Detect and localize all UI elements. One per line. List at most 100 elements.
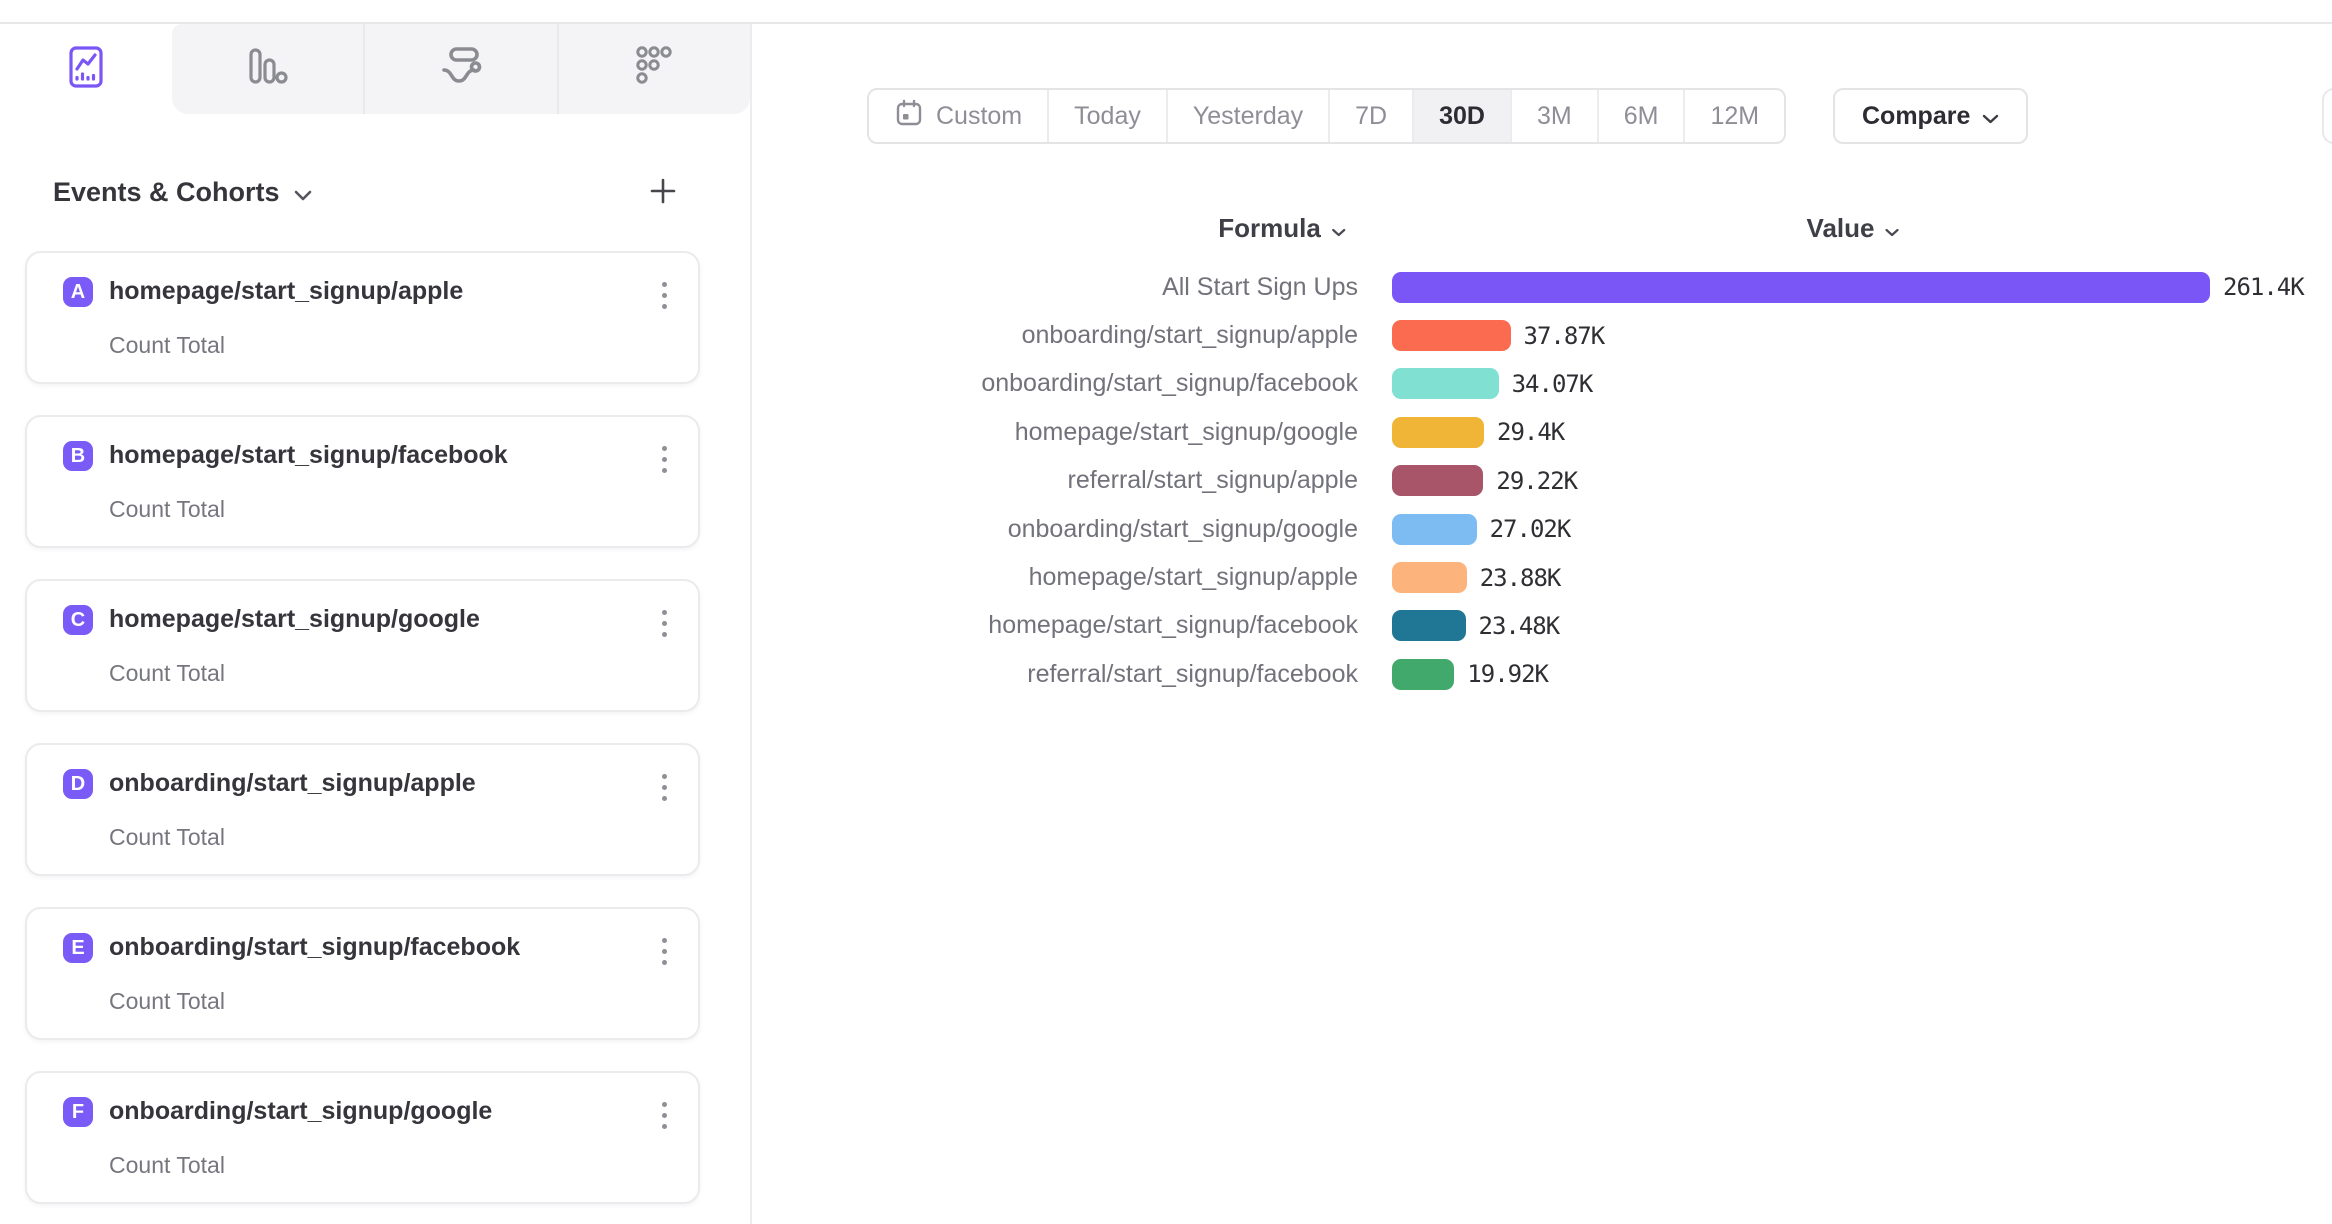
compare-button[interactable]: Compare bbox=[1833, 88, 2029, 144]
bar[interactable] bbox=[1392, 465, 1484, 497]
range-option-3m[interactable]: 3M bbox=[1509, 90, 1597, 142]
top-divider bbox=[0, 22, 2332, 24]
event-letter-badge: A bbox=[63, 277, 93, 307]
range-label: 7D bbox=[1355, 101, 1388, 130]
event-name: onboarding/start_signup/google bbox=[109, 1097, 493, 1125]
kebab-menu-icon[interactable] bbox=[658, 1098, 671, 1133]
event-metric[interactable]: Count Total bbox=[109, 1152, 225, 1178]
chevron-down-icon bbox=[1331, 213, 1346, 244]
calendar-icon bbox=[894, 98, 924, 135]
bar-value: 29.4K bbox=[1497, 418, 1565, 447]
tab-bar-chart[interactable] bbox=[172, 24, 363, 114]
chart-row: referral/start_signup/facebook 19.92K bbox=[752, 650, 2332, 698]
bar[interactable] bbox=[1392, 610, 1466, 642]
range-option-6m[interactable]: 6M bbox=[1596, 90, 1684, 142]
sidebar-title: Events & Cohorts bbox=[53, 177, 280, 207]
event-name: homepage/start_signup/apple bbox=[109, 277, 464, 305]
bar[interactable] bbox=[1392, 513, 1477, 545]
bar-value: 34.07K bbox=[1511, 369, 1594, 398]
range-option-7d[interactable]: 7D bbox=[1328, 90, 1412, 142]
tab-retention[interactable] bbox=[556, 24, 750, 114]
range-option-custom[interactable]: Custom bbox=[869, 90, 1047, 142]
bar-value: 27.02K bbox=[1489, 515, 1572, 544]
bar-value: 37.87K bbox=[1523, 321, 1606, 350]
tab-insights[interactable] bbox=[0, 24, 172, 114]
chart-row: onboarding/start_signup/apple 37.87K bbox=[752, 311, 2332, 359]
bar-chart-icon bbox=[244, 43, 292, 96]
kebab-menu-icon[interactable] bbox=[658, 606, 671, 641]
range-label: 3M bbox=[1536, 101, 1572, 130]
event-letter-badge: D bbox=[63, 769, 93, 799]
bar[interactable] bbox=[1392, 368, 1499, 400]
event-letter-badge: C bbox=[63, 605, 93, 635]
main-content: Custom Today Yesterday 7D 30D 3M 6M 12M Compare… bbox=[752, 24, 2332, 1224]
line-chart-icon bbox=[62, 43, 110, 96]
event-metric[interactable]: Count Total bbox=[109, 824, 225, 850]
kebab-menu-icon[interactable] bbox=[658, 770, 671, 805]
compare-label: Compare bbox=[1862, 101, 1971, 130]
range-option-12m[interactable]: 12M bbox=[1683, 90, 1784, 142]
flows-icon bbox=[437, 43, 485, 96]
chart-row: onboarding/start_signup/google 27.02K bbox=[752, 505, 2332, 553]
chart-row: onboarding/start_signup/facebook 34.07K bbox=[752, 360, 2332, 408]
range-label: Today bbox=[1074, 101, 1141, 130]
series-label: onboarding/start_signup/facebook bbox=[981, 369, 1358, 398]
chart-type-tabs bbox=[0, 24, 750, 114]
partial-edge-button[interactable] bbox=[2322, 88, 2332, 144]
value-header-label: Value bbox=[1806, 213, 1875, 243]
bar-value: 29.22K bbox=[1496, 466, 1578, 495]
chart-row: All Start Sign Ups 261.4K bbox=[752, 263, 2332, 311]
value-column-header[interactable]: Value bbox=[1807, 213, 1900, 244]
series-label: homepage/start_signup/apple bbox=[1028, 563, 1358, 592]
event-name: homepage/start_signup/google bbox=[109, 605, 480, 633]
series-label: homepage/start_signup/facebook bbox=[988, 611, 1358, 640]
series-label: All Start Sign Ups bbox=[1162, 272, 1358, 301]
plus-icon bbox=[648, 176, 678, 209]
bar[interactable] bbox=[1392, 562, 1467, 594]
bar-value: 23.88K bbox=[1479, 563, 1562, 592]
event-metric[interactable]: Count Total bbox=[109, 660, 225, 686]
chevron-down-icon bbox=[1982, 102, 1999, 131]
kebab-menu-icon[interactable] bbox=[658, 934, 671, 969]
event-metric[interactable]: Count Total bbox=[109, 332, 225, 358]
tab-flows[interactable] bbox=[363, 24, 556, 114]
bar[interactable] bbox=[1392, 271, 2210, 303]
range-label: Custom bbox=[936, 101, 1023, 130]
range-label: Yesterday bbox=[1192, 101, 1304, 130]
range-option-today[interactable]: Today bbox=[1047, 90, 1166, 142]
events-cohorts-dropdown[interactable]: Events & Cohorts bbox=[53, 177, 312, 208]
chart-type-tabgroup bbox=[172, 24, 750, 114]
bar[interactable] bbox=[1392, 416, 1484, 448]
bar[interactable] bbox=[1392, 658, 1455, 690]
range-label: 30D bbox=[1439, 101, 1485, 130]
range-option-30d[interactable]: 30D bbox=[1412, 90, 1510, 142]
chevron-down-icon bbox=[1884, 213, 1899, 244]
kebab-menu-icon[interactable] bbox=[658, 278, 671, 313]
chart-row: referral/start_signup/apple 29.22K bbox=[752, 457, 2332, 505]
event-metric[interactable]: Count Total bbox=[109, 988, 225, 1014]
add-event-button[interactable] bbox=[648, 176, 678, 209]
series-label: referral/start_signup/apple bbox=[1067, 466, 1358, 495]
bar[interactable] bbox=[1392, 320, 1511, 352]
range-label: 12M bbox=[1710, 101, 1760, 130]
kebab-menu-icon[interactable] bbox=[658, 442, 671, 477]
event-letter-badge: E bbox=[63, 933, 93, 963]
chart-row: homepage/start_signup/facebook 23.48K bbox=[752, 602, 2332, 650]
range-option-yesterday[interactable]: Yesterday bbox=[1165, 90, 1328, 142]
event-metric[interactable]: Count Total bbox=[109, 496, 225, 522]
formula-header-label: Formula bbox=[1218, 213, 1321, 243]
bar-value: 19.92K bbox=[1467, 660, 1549, 689]
event-letter-badge: F bbox=[63, 1097, 93, 1127]
series-label: referral/start_signup/facebook bbox=[1027, 659, 1358, 688]
event-name: onboarding/start_signup/apple bbox=[109, 769, 476, 797]
series-label: onboarding/start_signup/google bbox=[1007, 514, 1358, 543]
formula-column-header[interactable]: Formula bbox=[1218, 213, 1346, 244]
